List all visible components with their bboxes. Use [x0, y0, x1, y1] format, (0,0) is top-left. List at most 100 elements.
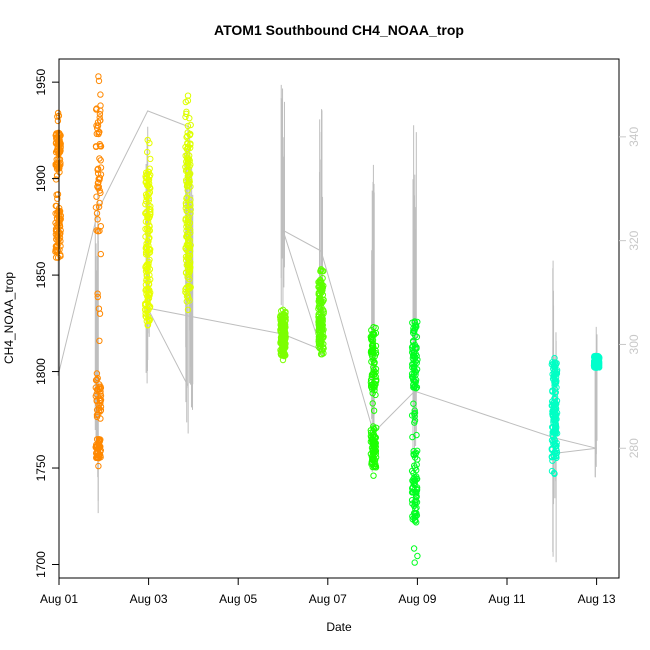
data-point — [97, 388, 104, 395]
data-point — [97, 250, 105, 258]
data-point — [183, 166, 191, 174]
data-point — [54, 223, 61, 230]
data-point — [96, 337, 103, 344]
x-tick-label: Aug 01 — [40, 592, 78, 606]
data-point — [183, 220, 191, 227]
data-point — [143, 271, 150, 279]
data-point — [183, 261, 191, 269]
data-point — [184, 139, 191, 147]
right-y-tick-label: 340 — [627, 127, 641, 147]
data-point — [97, 164, 105, 171]
x-tick-label: Aug 13 — [578, 592, 616, 606]
data-point — [186, 200, 194, 207]
data-point — [549, 424, 557, 431]
data-point — [369, 386, 376, 393]
data-point — [412, 492, 420, 500]
data-point — [410, 360, 417, 368]
data-point — [278, 332, 285, 339]
data-point — [281, 336, 288, 343]
data-point — [96, 199, 103, 207]
data-point — [315, 305, 322, 313]
data-point — [145, 214, 153, 221]
data-point — [95, 73, 102, 80]
data-point — [413, 333, 421, 341]
data-point — [553, 415, 560, 423]
data-point — [145, 242, 152, 249]
x-tick-label: Aug 05 — [219, 592, 257, 606]
data-point — [548, 437, 556, 444]
data-point — [146, 249, 154, 256]
data-point — [184, 162, 191, 170]
data-point — [410, 356, 417, 364]
data-point — [183, 195, 190, 202]
data-point — [93, 370, 101, 377]
data-point — [144, 219, 152, 226]
data-point — [412, 505, 419, 512]
data-point — [54, 109, 62, 117]
data-point — [92, 384, 100, 391]
data-point — [316, 299, 323, 307]
data-point — [414, 552, 421, 560]
data-point — [186, 260, 194, 267]
data-point — [95, 77, 103, 85]
data-point — [413, 493, 420, 500]
data-point — [318, 310, 325, 317]
data-point — [93, 105, 100, 112]
data-point — [146, 256, 153, 263]
data-point — [187, 121, 194, 129]
data-point — [96, 174, 104, 182]
data-point — [186, 249, 193, 256]
y-tick-label: 1750 — [34, 454, 48, 481]
data-point — [57, 216, 64, 223]
data-point — [372, 391, 379, 399]
data-point — [92, 377, 100, 384]
data-point — [187, 284, 194, 291]
data-point — [315, 321, 322, 328]
data-point — [410, 384, 417, 391]
data-point — [184, 216, 192, 223]
right-y-tick-label: 320 — [627, 230, 641, 250]
data-point — [408, 412, 416, 419]
data-point — [96, 438, 103, 445]
data-point — [142, 268, 150, 275]
data-point — [94, 180, 102, 187]
data-point — [183, 108, 190, 116]
data-point — [146, 303, 154, 310]
data-point — [410, 400, 417, 407]
data-point — [94, 228, 102, 235]
data-point — [97, 107, 104, 114]
y-tick-label: 1800 — [34, 358, 48, 385]
data-point — [143, 307, 150, 314]
data-point — [92, 204, 100, 211]
data-point — [412, 513, 419, 520]
data-point — [411, 341, 418, 348]
data-point — [183, 233, 191, 240]
data-point — [186, 115, 193, 122]
data-point — [183, 110, 190, 118]
data-point — [186, 275, 193, 283]
y-tick-label: 1950 — [34, 68, 48, 95]
data-point — [368, 358, 375, 365]
data-point — [279, 306, 287, 313]
data-point — [97, 189, 104, 197]
data-point — [317, 266, 325, 273]
data-point — [56, 223, 64, 230]
data-point — [142, 310, 149, 317]
data-point — [144, 225, 151, 233]
data-point — [54, 195, 61, 202]
data-point — [56, 230, 63, 237]
data-point — [145, 238, 152, 245]
data-point — [97, 157, 104, 164]
chart-title: ATOM1 Southbound CH4_NOAA_trop — [214, 22, 464, 38]
data-point — [97, 91, 104, 98]
data-point — [54, 162, 61, 169]
data-point — [409, 485, 416, 492]
data-point — [184, 92, 192, 99]
data-point — [97, 223, 105, 230]
data-point — [369, 447, 376, 454]
x-axis-label: Date — [326, 620, 352, 634]
data-point — [187, 206, 194, 213]
data-point — [370, 472, 377, 479]
data-point — [95, 454, 102, 462]
data-point — [593, 364, 600, 371]
